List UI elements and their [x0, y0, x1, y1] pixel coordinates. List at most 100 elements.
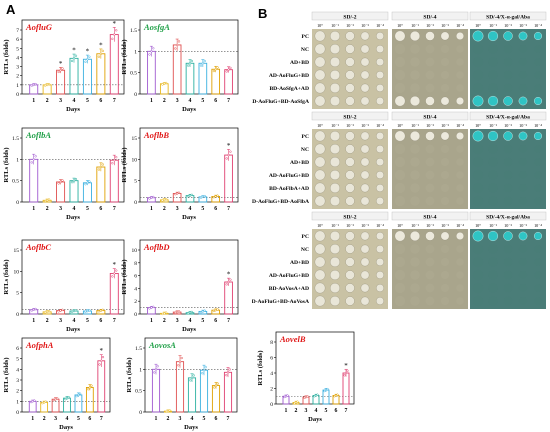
colony-spot: [456, 197, 464, 205]
y-tick-label: 0: [134, 312, 137, 318]
sample-point: [30, 309, 33, 312]
dilution-label: 10⁻⁴: [376, 223, 384, 228]
y-tick-label: 4: [16, 55, 19, 61]
colony-spot: [456, 97, 464, 105]
x-tick-label: 1: [32, 98, 35, 104]
sample-point: [44, 400, 47, 403]
colony-spot: [394, 69, 406, 81]
sample-point: [343, 374, 346, 377]
colony-spot: [345, 57, 355, 67]
colony-spot: [410, 57, 420, 67]
colony-spot: [456, 58, 464, 66]
y-tick-label: 10: [14, 269, 20, 275]
colony-spot: [425, 231, 435, 241]
sample-point: [56, 397, 59, 400]
colony-spot: [440, 170, 450, 180]
sample-point: [150, 306, 153, 309]
colony-spot: [518, 57, 528, 67]
bar-day-4: [187, 377, 197, 413]
sample-point: [65, 396, 69, 400]
column-header: SD/-4/X-α-gal/Aba: [486, 114, 530, 120]
sample-point: [75, 395, 78, 398]
chart-title: AovelB: [279, 334, 306, 344]
colony-spot: [394, 169, 406, 181]
sample-point: [99, 309, 103, 312]
sample-point: [84, 60, 87, 63]
colony-spot: [472, 69, 484, 81]
dilution-label: 10⁻³: [441, 123, 449, 128]
colony-spot: [472, 269, 484, 281]
y-tick-label: 8: [270, 340, 273, 346]
sample-point: [189, 379, 192, 382]
x-tick-label: 7: [227, 206, 230, 212]
colony-spot: [360, 131, 370, 141]
row-label: AD-AoFluG+BD: [269, 273, 309, 279]
sample-point: [216, 194, 219, 197]
row-label: AD+BD: [290, 60, 309, 66]
colony-spot: [456, 232, 464, 240]
y-tick-label: 4: [270, 371, 273, 377]
dilution-label: 10⁻²: [504, 223, 512, 228]
row-label: BD-AoVosA+AD: [269, 286, 309, 292]
colony-spot: [440, 270, 450, 280]
y-tick-label: 0: [270, 402, 273, 408]
x-tick-label: 3: [59, 206, 62, 212]
bar-day-7: [224, 281, 233, 315]
x-tick-label: 1: [32, 318, 35, 324]
column-header-box: [391, 211, 469, 221]
colony-spot: [440, 131, 450, 141]
colony-spot: [518, 283, 528, 293]
column-header: SD/-4: [423, 214, 436, 220]
colony-spot: [503, 183, 513, 193]
colony-spot: [456, 184, 464, 192]
colony-spot: [488, 70, 498, 80]
colony-spot: [472, 295, 484, 307]
y-tick-label: 0: [16, 312, 19, 318]
colony-spot: [330, 57, 341, 68]
bar-day-6: [85, 387, 94, 413]
sample-point: [59, 180, 62, 184]
sample-point: [180, 356, 183, 360]
y-axis-label: RTLs (folds): [121, 260, 128, 295]
x-tick-label: 3: [305, 408, 308, 414]
colony-spot: [410, 244, 420, 254]
x-axis-label: Days: [66, 106, 80, 113]
sample-point: [44, 199, 47, 203]
significance-star: *: [227, 142, 231, 150]
colony-spot: [425, 296, 435, 306]
sample-point: [216, 66, 219, 69]
bar-day-6: [211, 385, 221, 413]
colony-spot: [472, 243, 484, 255]
sample-point: [88, 386, 92, 389]
sample-point: [188, 194, 192, 197]
column-header: SD/-4/X-α-gal/Aba: [486, 214, 530, 220]
colony-spot: [314, 56, 326, 68]
sample-point: [34, 155, 37, 158]
x-tick-label: 6: [335, 408, 338, 414]
y-tick-label: 1.5: [135, 346, 142, 352]
colony-spot: [503, 157, 513, 167]
y-tick-label: 0: [134, 200, 137, 206]
colony-spot: [472, 82, 484, 94]
colony-spot: [345, 96, 355, 106]
sample-point: [201, 372, 204, 375]
panel-a-letter: A: [6, 2, 16, 17]
y-tick-label: 0: [16, 410, 19, 416]
colony-spot: [503, 31, 513, 41]
x-tick-label: 5: [86, 318, 89, 324]
sample-point: [199, 196, 203, 199]
colony-spot: [314, 182, 326, 194]
bar-day-6: [211, 68, 221, 95]
colony-spot: [487, 95, 499, 107]
x-tick-label: 6: [99, 98, 102, 104]
x-tick-label: 3: [176, 98, 179, 104]
dilution-label: 10⁻¹: [411, 123, 419, 128]
sample-point: [74, 54, 78, 57]
sample-point: [45, 83, 49, 87]
colony-spot: [409, 130, 420, 141]
x-tick-label: 2: [167, 416, 170, 422]
colony-spot: [314, 82, 326, 94]
x-tick-label: 6: [214, 206, 217, 212]
colony-spot: [330, 230, 341, 241]
sample-point: [113, 159, 116, 162]
